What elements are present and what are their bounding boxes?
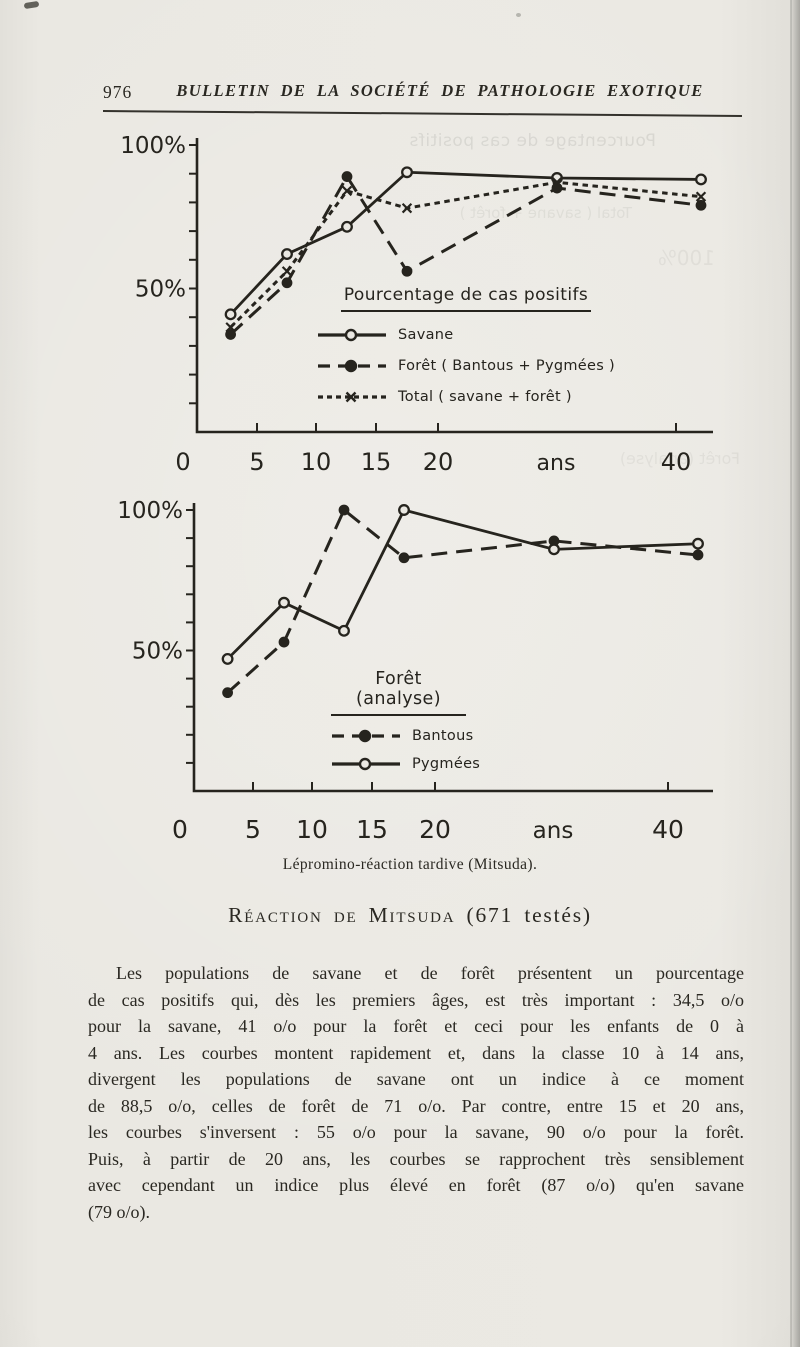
paragraph-line: pour la savane, 41 o/o pour la forêt et … [88, 1016, 744, 1037]
svg-text:5: 5 [245, 815, 261, 844]
section-heading: Réaction de Mitsuda (671 testés) [0, 903, 800, 928]
svg-text:10: 10 [296, 815, 328, 844]
svg-text:40: 40 [652, 815, 684, 844]
paragraph-line: divergent les populations de savane ont … [88, 1069, 744, 1090]
foret-line-swatch [317, 358, 387, 374]
legend-label-pygmees: Pygmées [412, 756, 481, 772]
legend-item-bantous: Bantous [331, 728, 571, 744]
figure-caption: Lépromino-réaction tardive (Mitsuda). [282, 856, 538, 873]
paragraph-line: Puis, à partir de 20 ans, les courbes se… [88, 1148, 744, 1169]
svg-text:ans: ans [533, 818, 574, 844]
svg-text:100%: 100% [117, 498, 183, 524]
legend-item-foret: Forêt ( Bantous + Pygmées ) [317, 358, 617, 374]
svg-text:15: 15 [356, 815, 388, 844]
chart2-legend: Forêt (analyse) Bantous Pygmées [331, 669, 571, 772]
body-paragraph: Les populations de savane et de forêt pr… [88, 960, 744, 1225]
svg-text:5: 5 [249, 448, 264, 476]
section-heading-count: (671 testés) [455, 903, 592, 927]
scan-page-edge-shadow [790, 0, 800, 1347]
legend-label-savane: Savane [398, 327, 454, 343]
chart1-legend: Pourcentage de cas positifs Savane Forêt… [317, 285, 617, 405]
svg-text:40: 40 [661, 448, 692, 476]
bantous-line-swatch [331, 728, 401, 744]
svg-text:50%: 50% [135, 277, 186, 303]
paragraph-line: de cas positifs qui, dès les premiers âg… [88, 989, 744, 1010]
paragraph-line: de 88,5 o/o, celles de forêt de 71 o/o. … [88, 1095, 744, 1116]
section-heading-title: Réaction de Mitsuda [228, 903, 456, 927]
scan-speck [516, 13, 521, 17]
pygmees-line-swatch [331, 756, 401, 772]
legend-label-foret: Forêt ( Bantous + Pygmées ) [398, 358, 615, 374]
legend-item-total: Total ( savane + forêt ) [317, 389, 617, 405]
paragraph-line: les courbes s'inversent : 55 o/o pour la… [88, 1122, 744, 1143]
svg-text:100%: 100% [120, 133, 186, 159]
svg-text:ans: ans [537, 451, 576, 476]
paragraph-line: 4 ans. Les courbes montent rapidement et… [88, 1042, 744, 1063]
chart1-legend-title: Pourcentage de cas positifs [341, 285, 591, 312]
svg-text:10: 10 [301, 448, 332, 476]
paragraph-line: (79 o/o). [88, 1201, 150, 1222]
svg-text:20: 20 [419, 815, 451, 844]
chart2-legend-title: Forêt (analyse) [331, 669, 466, 716]
total-line-swatch [317, 389, 387, 405]
page-number: 976 [103, 82, 133, 102]
svg-text:15: 15 [361, 448, 392, 476]
legend-item-savane: Savane [317, 327, 617, 343]
paragraph-line: Les populations de savane et de forêt pr… [116, 963, 744, 983]
journal-title-header: BULLETIN DE LA SOCIÉTÉ DE PATHOLOGIE EXO… [176, 81, 704, 100]
savane-line-swatch [317, 327, 387, 343]
svg-text:0: 0 [175, 448, 190, 476]
svg-text:0: 0 [172, 815, 188, 844]
paragraph-line: avec cependant un indice plus élevé en f… [88, 1175, 744, 1196]
svg-text:20: 20 [423, 448, 454, 476]
legend-label-total: Total ( savane + forêt ) [398, 389, 572, 405]
svg-text:50%: 50% [132, 639, 183, 665]
legend-label-bantous: Bantous [412, 728, 474, 744]
legend-item-pygmees: Pygmées [331, 756, 571, 772]
